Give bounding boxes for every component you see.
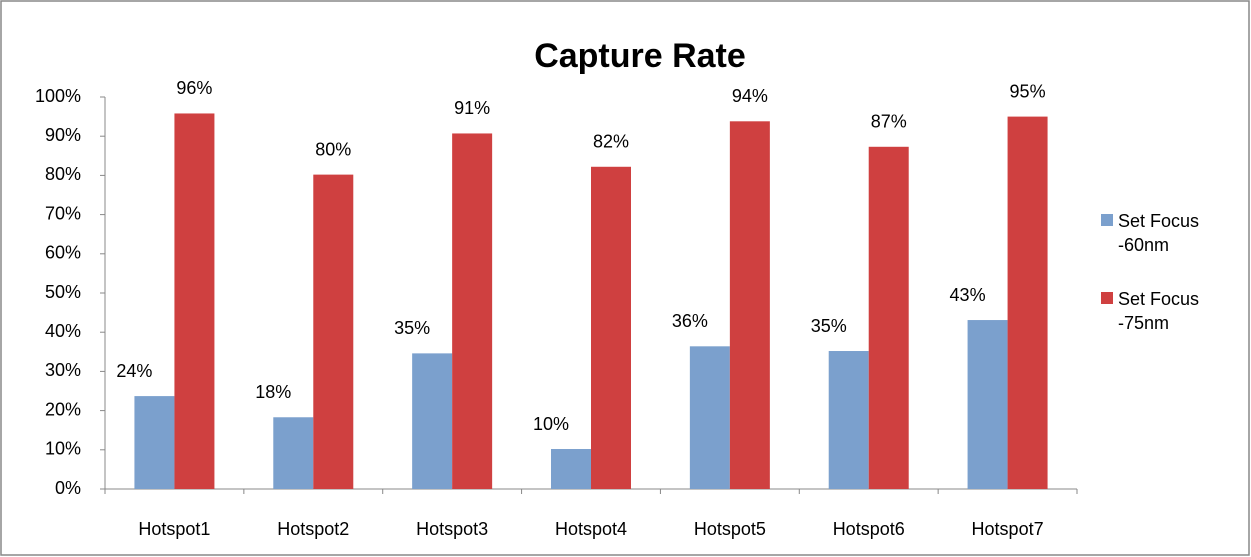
y-tick-label: 60%	[45, 243, 81, 263]
bar	[174, 113, 215, 490]
x-tick-label: Hotspot4	[555, 519, 627, 539]
y-tick-label: 100%	[35, 86, 81, 106]
data-label: 36%	[672, 311, 708, 331]
data-label: 43%	[950, 285, 986, 305]
data-label: 35%	[811, 316, 847, 336]
bar	[551, 449, 591, 489]
chart-title: Capture Rate	[534, 37, 746, 75]
data-label: 35%	[394, 318, 430, 338]
bar	[134, 396, 175, 489]
bar	[729, 121, 770, 489]
x-tick-label: Hotspot6	[833, 519, 905, 539]
x-tick-label: Hotspot5	[694, 519, 766, 539]
data-label: 91%	[454, 98, 490, 118]
data-label: 95%	[1010, 81, 1046, 101]
bar	[452, 133, 493, 489]
data-label: 24%	[116, 361, 152, 381]
data-label: 94%	[732, 86, 768, 106]
data-label: 82%	[593, 132, 629, 152]
x-tick-label: Hotspot3	[416, 519, 488, 539]
y-tick-label: 80%	[45, 164, 81, 184]
x-tick-label: Hotspot1	[138, 519, 210, 539]
bar	[868, 146, 909, 489]
bar	[828, 351, 869, 489]
x-tick-label: Hotspot2	[277, 519, 349, 539]
data-label: 96%	[176, 78, 212, 98]
bar	[967, 320, 1008, 489]
legend-swatch	[1101, 292, 1113, 304]
y-tick-label: 90%	[45, 125, 81, 145]
data-label: 80%	[315, 139, 351, 159]
x-tick-label: Hotspot7	[972, 519, 1044, 539]
data-label: 18%	[255, 382, 291, 402]
data-label: 87%	[871, 112, 907, 132]
legend-label: Set Focus -75nm	[1118, 289, 1200, 333]
y-tick-label: 50%	[45, 282, 81, 302]
y-tick-label: 70%	[45, 203, 81, 223]
bar	[1007, 116, 1048, 489]
y-tick-label: 0%	[55, 478, 81, 498]
bar	[591, 166, 631, 489]
legend-swatch	[1101, 214, 1113, 226]
bar	[273, 417, 314, 489]
y-tick-label: 40%	[45, 321, 81, 341]
bar	[313, 174, 354, 489]
bar	[412, 353, 453, 489]
y-tick-label: 30%	[45, 360, 81, 380]
data-label: 10%	[533, 414, 569, 434]
y-tick-label: 20%	[45, 399, 81, 419]
bar	[689, 346, 730, 489]
y-tick-label: 10%	[45, 439, 81, 459]
legend-label: Set Focus -60nm	[1118, 211, 1200, 255]
